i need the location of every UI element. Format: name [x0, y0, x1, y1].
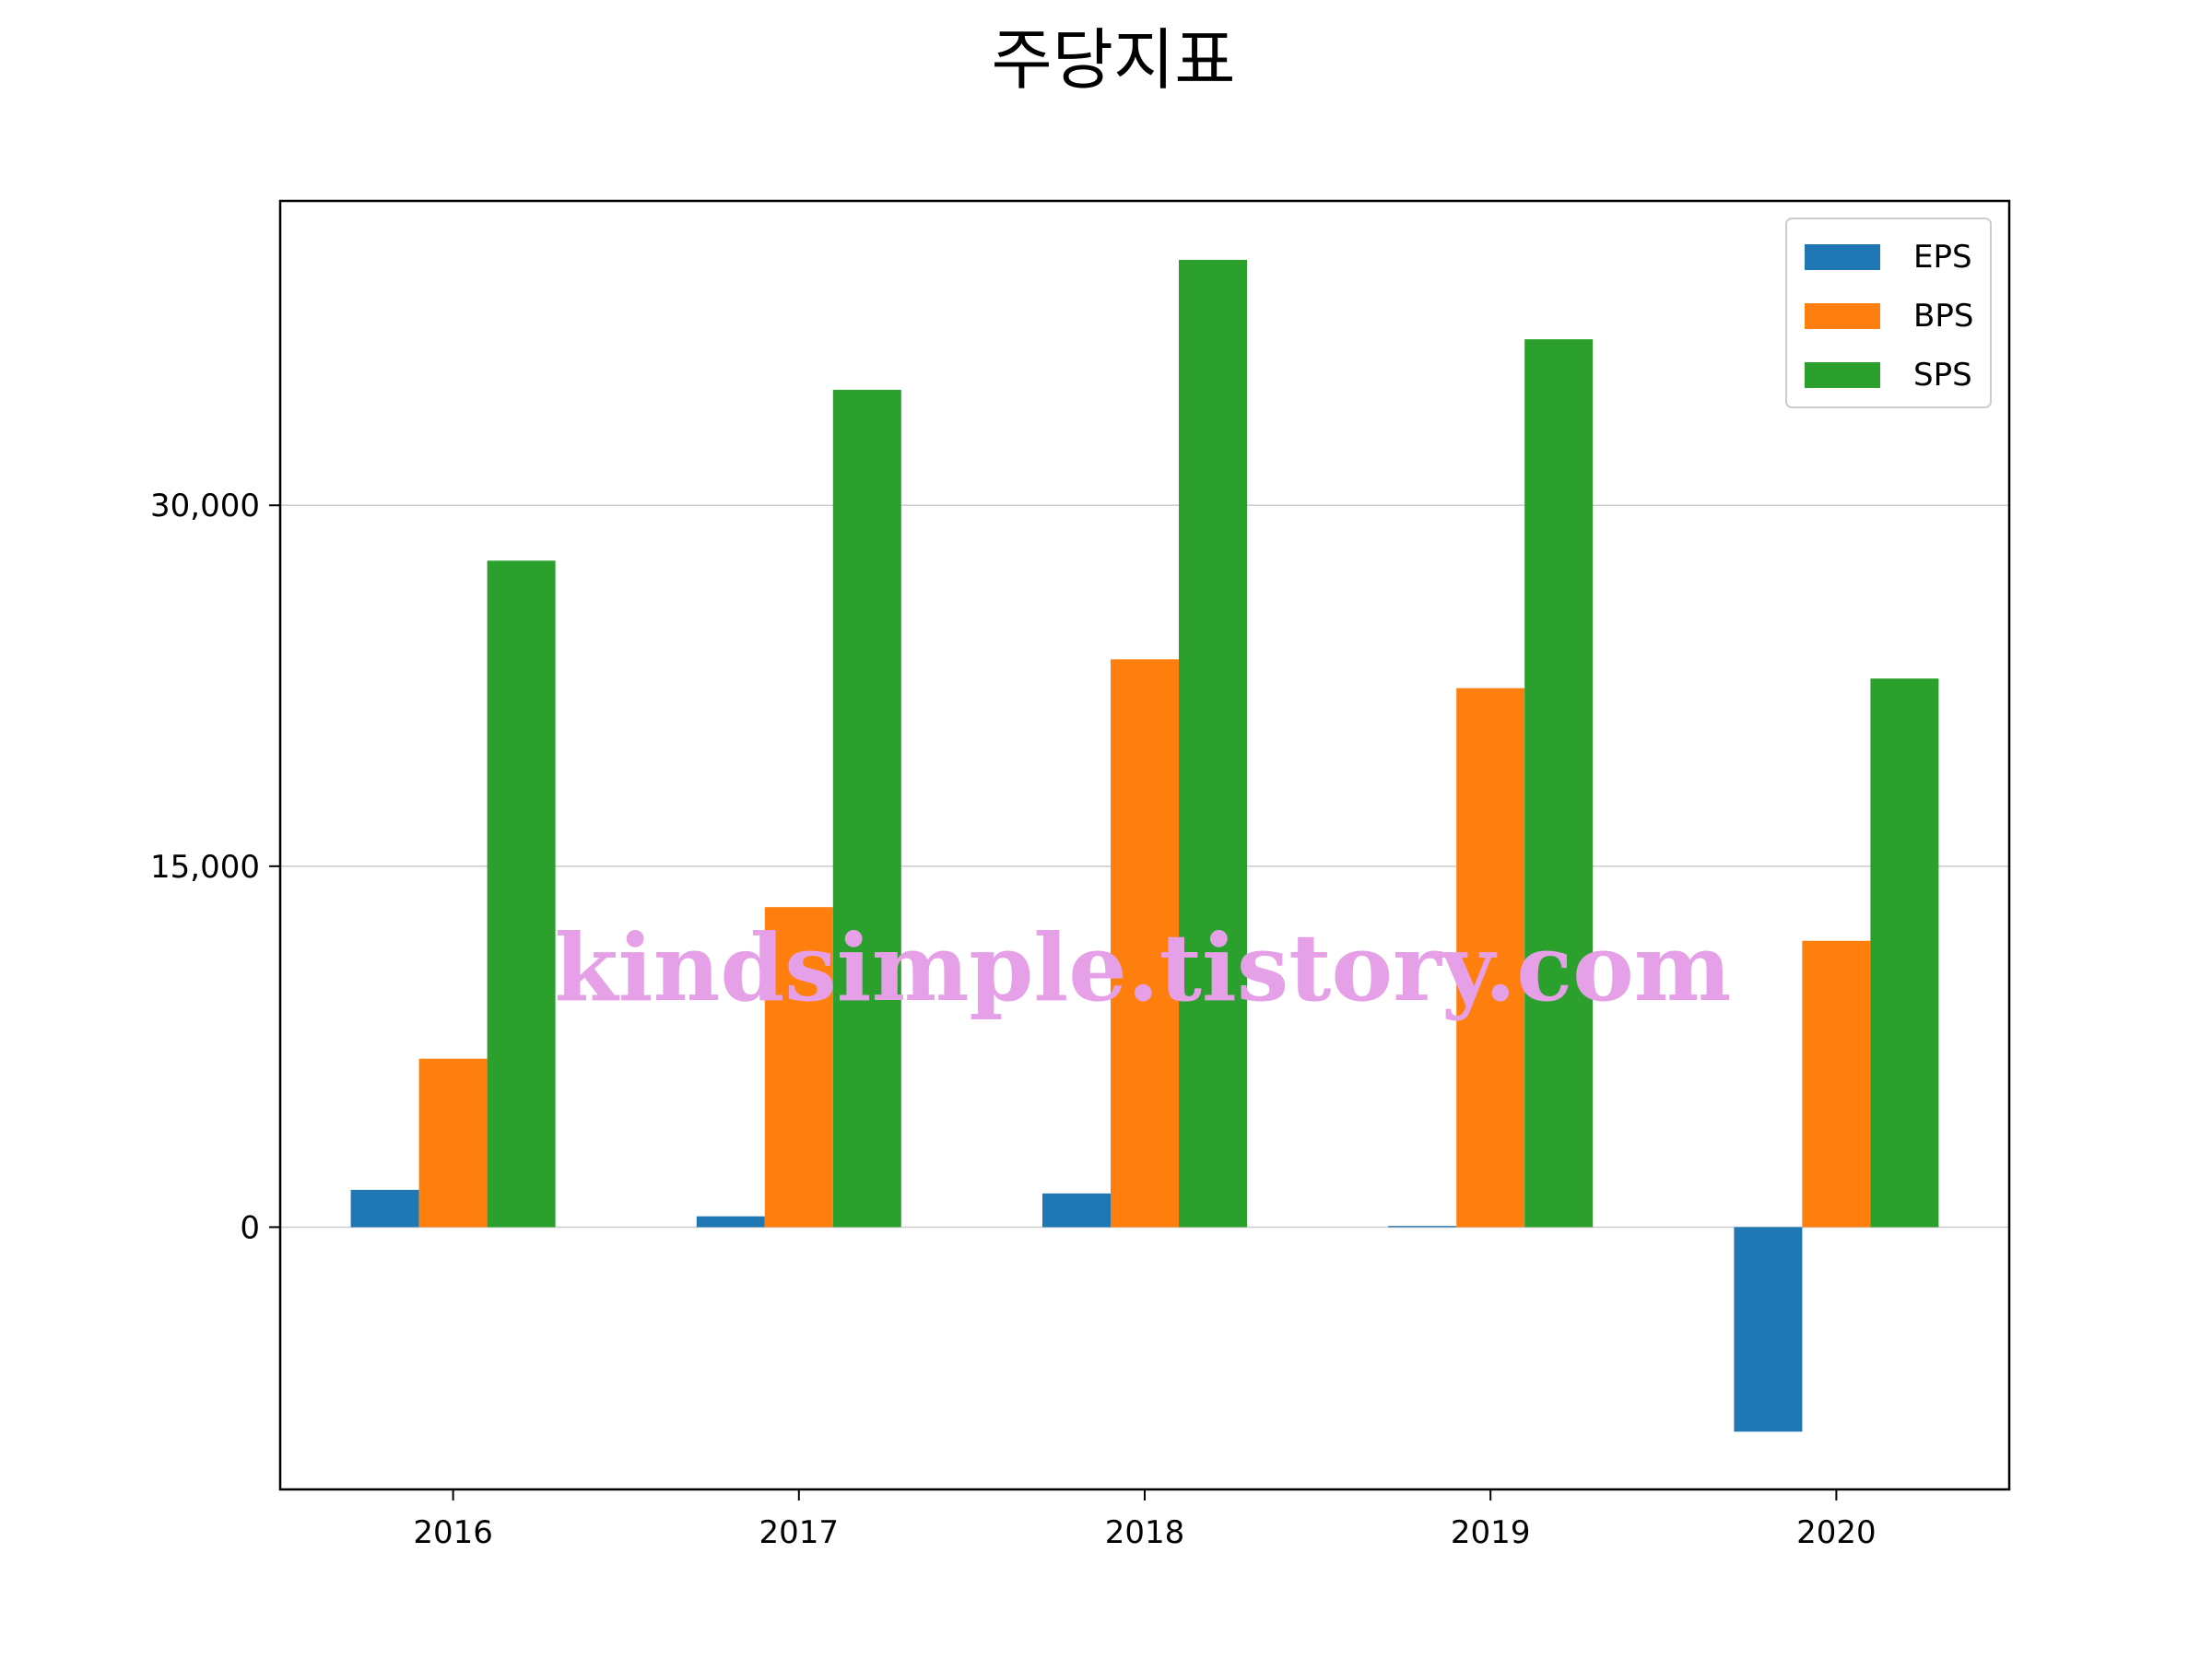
bar-eps: [350, 1189, 419, 1228]
bar-bps: [1111, 659, 1179, 1228]
legend: EPS BPS SPS: [1785, 218, 1992, 408]
x-tick-label: 2016: [413, 1514, 493, 1551]
y-axis: 0 15,000 30,000: [150, 488, 280, 1246]
bar-bps: [1456, 688, 1525, 1228]
chart-title: 주당지표: [992, 21, 1236, 99]
y-tick-label: 0: [240, 1209, 260, 1246]
bar-eps: [1734, 1227, 1803, 1432]
x-tick-label: 2017: [759, 1514, 840, 1551]
x-tick-label: 2019: [1451, 1514, 1531, 1551]
legend-label-sps: SPS: [1913, 357, 1972, 394]
bars: [350, 259, 1939, 1432]
legend-label-bps: BPS: [1913, 298, 1973, 335]
y-tick-label: 15,000: [150, 849, 260, 886]
legend-swatch-bps: [1805, 303, 1880, 329]
bar-eps: [696, 1216, 765, 1228]
legend-swatch-sps: [1805, 362, 1880, 388]
bar-bps: [764, 907, 833, 1228]
bar-eps: [1388, 1226, 1457, 1228]
bar-bps: [1802, 940, 1871, 1228]
bar-sps: [832, 389, 901, 1228]
bar-bps: [418, 1058, 488, 1228]
x-axis: 2016 2017 2018 2019 2020: [413, 1489, 1877, 1551]
bar-sps: [1870, 678, 1939, 1228]
bar-sps: [1524, 339, 1594, 1228]
legend-swatch-eps: [1805, 244, 1880, 270]
bar-eps: [1042, 1193, 1111, 1228]
watermark: kindsimple.tistory.com: [554, 913, 1731, 1022]
bar-sps: [1179, 259, 1247, 1228]
x-tick-label: 2018: [1105, 1514, 1185, 1551]
y-tick-label: 30,000: [150, 488, 260, 524]
x-tick-label: 2020: [1796, 1514, 1877, 1551]
bar-sps: [487, 560, 556, 1228]
legend-label-eps: EPS: [1913, 239, 1972, 276]
